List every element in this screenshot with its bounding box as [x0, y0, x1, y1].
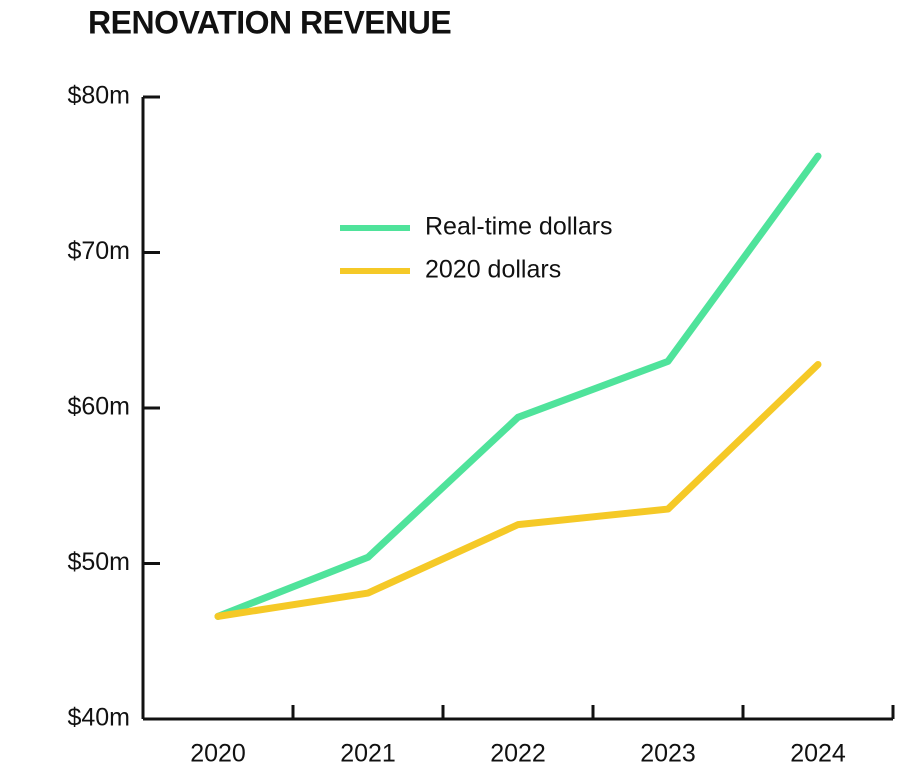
y-tick-label: $60m: [67, 393, 130, 421]
x-tick-label: 2020: [190, 740, 246, 768]
chart-title: RENOVATION REVENUE: [88, 4, 451, 40]
series-line: [214, 360, 822, 620]
x-tick-label: 2021: [340, 740, 396, 768]
legend-label: Real-time dollars: [425, 213, 613, 241]
y-tick-label: $70m: [67, 237, 130, 265]
x-tick-label: 2022: [490, 740, 546, 768]
y-tick-label: $80m: [67, 82, 130, 110]
y-tick-label: $40m: [67, 704, 130, 732]
x-tick-label: 2024: [790, 740, 846, 768]
series-line: [214, 152, 822, 620]
legend-label: 2020 dollars: [425, 256, 561, 284]
y-tick-label: $50m: [67, 548, 130, 576]
x-tick-label: 2023: [640, 740, 696, 768]
